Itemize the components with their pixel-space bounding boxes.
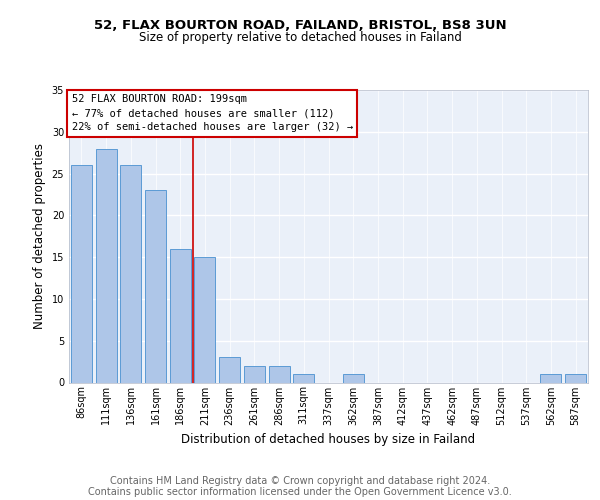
Text: 52 FLAX BOURTON ROAD: 199sqm
← 77% of detached houses are smaller (112)
22% of s: 52 FLAX BOURTON ROAD: 199sqm ← 77% of de… [71, 94, 353, 132]
Bar [244, 366, 265, 382]
Y-axis label: Number of detached properties: Number of detached properties [33, 143, 46, 329]
Text: Contains HM Land Registry data © Crown copyright and database right 2024.: Contains HM Land Registry data © Crown c… [110, 476, 490, 486]
Bar [95, 148, 116, 382]
Bar [71, 165, 92, 382]
Bar [145, 190, 166, 382]
Text: Contains public sector information licensed under the Open Government Licence v3: Contains public sector information licen… [88, 487, 512, 497]
Bar [219, 358, 240, 382]
Bar [541, 374, 562, 382]
Bar [343, 374, 364, 382]
Bar [565, 374, 586, 382]
Bar [194, 257, 215, 382]
Text: 52, FLAX BOURTON ROAD, FAILAND, BRISTOL, BS8 3UN: 52, FLAX BOURTON ROAD, FAILAND, BRISTOL,… [94, 19, 506, 32]
Bar [293, 374, 314, 382]
Text: Size of property relative to detached houses in Failand: Size of property relative to detached ho… [139, 31, 461, 44]
X-axis label: Distribution of detached houses by size in Failand: Distribution of detached houses by size … [181, 433, 476, 446]
Bar [120, 165, 141, 382]
Bar [269, 366, 290, 382]
Bar [170, 249, 191, 382]
